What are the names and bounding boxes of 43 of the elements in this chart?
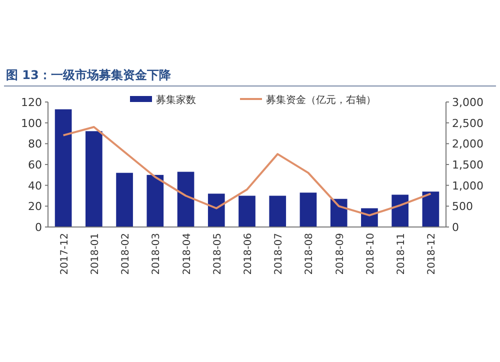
x-tick-label: 2018-07 — [274, 233, 285, 275]
bar — [392, 194, 408, 227]
x-tick-label: 2018-01 — [90, 233, 101, 275]
x-tick-label: 2018-11 — [396, 233, 408, 275]
bar — [54, 109, 72, 227]
chart-title: 图 13：一级市场募集资金下降 — [6, 68, 172, 82]
x-tick-label: 2018-05 — [212, 233, 224, 275]
bar — [146, 174, 164, 227]
bar — [269, 196, 286, 227]
x-tick-label: 2018-04 — [182, 233, 193, 275]
x-tick-label: 2017-12 — [59, 233, 70, 275]
y2-tick-label: 500 — [452, 200, 473, 214]
y-tick-label: 100 — [21, 116, 42, 130]
bar — [238, 196, 256, 227]
bar — [116, 172, 133, 227]
y-tick-label: 60 — [28, 158, 42, 172]
legend-label: 募集家数 — [156, 94, 196, 106]
x-tick-label: 2018-09 — [334, 233, 346, 275]
y2-tick-label: 3,000 — [452, 96, 484, 109]
legend-label: 募集资金（亿元，右轴） — [266, 94, 376, 106]
y2-tick-label: 2,500 — [452, 116, 484, 130]
line-series — [62, 126, 432, 216]
y-tick-label: 40 — [28, 179, 42, 192]
y2-tick-label: 0 — [452, 221, 459, 234]
bar — [300, 192, 317, 227]
x-tick-label: 2018-12 — [426, 233, 438, 275]
y2-tick-label: 1,500 — [452, 158, 484, 172]
y-tick-label: 80 — [28, 138, 42, 151]
y2-tick-label: 1,000 — [452, 179, 484, 192]
bar — [422, 192, 440, 227]
y2-tick-label: 2,000 — [452, 138, 484, 151]
x-tick-label: 2018-10 — [365, 233, 376, 275]
bar — [208, 194, 225, 227]
y-tick-label: 20 — [28, 200, 42, 214]
bar — [330, 198, 348, 227]
bar — [177, 172, 194, 227]
x-tick-label: 2018-06 — [243, 233, 254, 275]
x-tick-label: 2018-08 — [304, 233, 316, 275]
x-tick-label: 2018-02 — [120, 233, 132, 275]
bar — [86, 131, 102, 227]
x-tick-label: 2018-03 — [151, 233, 162, 275]
y-tick-label: 0 — [35, 221, 42, 234]
y-tick-label: 120 — [21, 96, 42, 109]
